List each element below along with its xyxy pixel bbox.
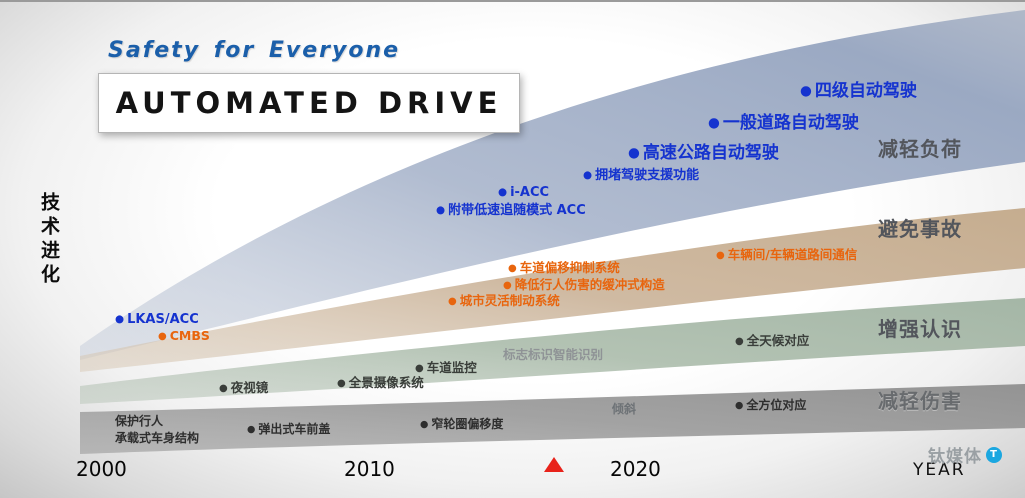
milestone-lane-departure-mitigation: 车道偏移抑制系统 (508, 260, 620, 275)
milestone-tilt: 倾斜 (612, 402, 637, 416)
milestone-low-speed-follow-acc: 附带低速追随模式 ACC (436, 203, 586, 219)
milestone-unibody-structure: 承载式车身结构 (115, 431, 200, 445)
watermark-text: 钛媒体 (928, 447, 982, 467)
milestone-lkas-acc: LKAS/ACC (115, 312, 199, 328)
band-load-reduction (80, 10, 1025, 360)
band-label-injury-mitigation: 减轻伤害 (878, 389, 962, 413)
slogan-safety-for-everyone: Safety for Everyone (108, 38, 401, 63)
milestone-night-vision: 夜视镜 (219, 380, 269, 395)
milestone-narrow-rim-offset: 窄轮圈偏移度 (420, 417, 503, 432)
milestone-highway-auto-drive: 高速公路自动驾驶 (628, 143, 779, 164)
milestone-cmbs: CMBS (158, 328, 210, 343)
band-label-recognition-enhancement: 增强认识 (878, 317, 962, 341)
milestone-pedestrian-protection: 保护行人 (115, 414, 164, 428)
band-label-accident-avoidance: 避免事故 (878, 217, 962, 241)
tmtpost-logo-letter: T (990, 449, 998, 460)
milestone-popup-hood: 弹出式车前盖 (247, 422, 330, 437)
x-tick-2020: 2020 (610, 457, 661, 481)
band-recognition-enhancement (80, 298, 1025, 404)
current-year-marker-icon (544, 457, 564, 472)
milestone-all-weather-support: 全天候对应 (735, 333, 810, 348)
milestone-pedestrian-injury-buffer: 降低行人伤害的缓冲式构造 (503, 277, 665, 292)
automated-drive-logo-text: AUTOMATED DRIVE (115, 85, 503, 121)
band-label-load-reduction: 减轻负荷 (878, 137, 962, 161)
automated-drive-logo: AUTOMATED DRIVE (98, 73, 520, 133)
milestone-i-acc: i-ACC (498, 185, 549, 201)
milestone-level4-auto-drive: 四级自动驾驶 (800, 81, 917, 102)
milestone-surround-camera-system: 全景摄像系统 (337, 375, 424, 390)
x-tick-2000: 2000 (76, 457, 127, 481)
milestone-general-road-auto-drive: 一般道路自动驾驶 (708, 113, 859, 134)
tmtpost-logo-icon: T (986, 446, 1002, 463)
milestone-lane-monitoring: 车道监控 (415, 360, 477, 375)
y-axis-label: 技术进化 (38, 192, 60, 288)
x-tick-2010: 2010 (344, 457, 395, 481)
milestone-v2v-v2i-communication: 车辆间/车辆道路间通信 (716, 247, 858, 262)
milestone-traffic-jam-assist: 拥堵驾驶支援功能 (583, 168, 699, 184)
milestone-city-brake-system: 城市灵活制动系统 (448, 293, 560, 308)
x-axis-label: YEAR (913, 460, 966, 480)
milestone-traffic-sign-recognition: 标志标识智能识别 (503, 347, 604, 362)
watermark: 钛媒体 T (928, 442, 1002, 467)
milestone-omnidirectional-support: 全方位对应 (735, 398, 806, 413)
